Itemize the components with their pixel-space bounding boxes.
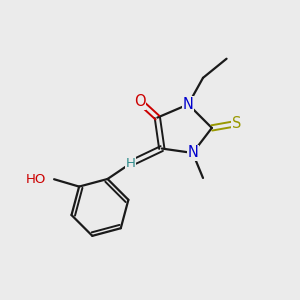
Text: O: O <box>134 94 146 109</box>
Text: N: N <box>183 97 194 112</box>
Text: HO: HO <box>26 173 46 186</box>
Text: H: H <box>126 157 136 170</box>
Text: S: S <box>232 116 242 131</box>
Text: N: N <box>187 146 198 160</box>
